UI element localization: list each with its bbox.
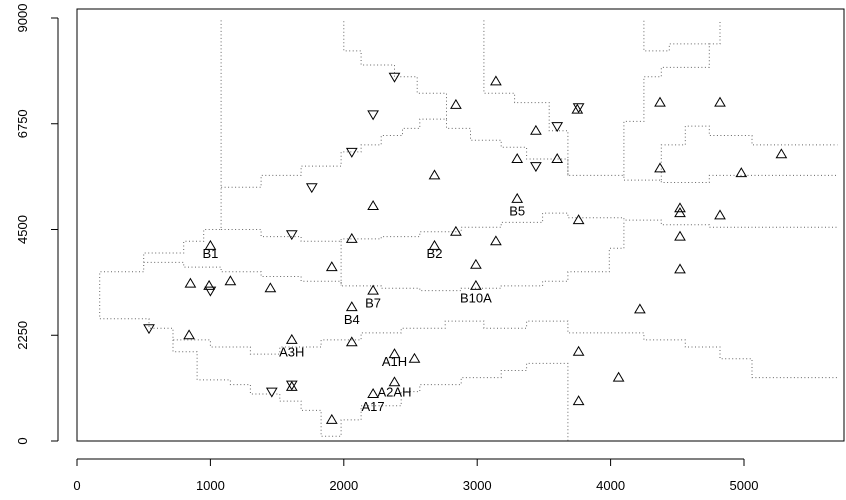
- boundary-line: [172, 339, 569, 441]
- y-tick-label: 2250: [15, 321, 30, 350]
- region-boundaries: [99, 20, 838, 441]
- y-tick-label: 9000: [15, 4, 30, 33]
- point-marker-up: [367, 388, 379, 398]
- point-marker-up: [511, 192, 524, 203]
- point-marker-up: [714, 96, 726, 107]
- point-marker-up: [490, 75, 502, 86]
- point-marker-up: [735, 167, 748, 178]
- point-marker-down: [551, 122, 564, 133]
- point-marker-up: [571, 103, 584, 114]
- point-marker-down: [285, 230, 298, 241]
- point-marker-up: [367, 284, 379, 295]
- point-marker-up: [388, 348, 401, 359]
- point-marker-up: [572, 214, 585, 225]
- point-marker-up: [184, 277, 197, 288]
- point-marker-down: [143, 324, 155, 335]
- boundary-line: [99, 20, 838, 379]
- point-marker-down: [367, 110, 379, 121]
- point-marker-up: [183, 329, 195, 340]
- boundary-line: [221, 118, 838, 188]
- point-marker-up: [674, 263, 686, 274]
- boundary-line: [623, 20, 721, 176]
- point-label: B7: [365, 295, 381, 310]
- boundary-line: [221, 212, 838, 242]
- point-marker-up: [345, 232, 358, 243]
- x-tick-label: 3000: [463, 478, 492, 493]
- plot-frame: [76, 8, 845, 442]
- boundary-line: [643, 20, 710, 52]
- point-marker-up: [470, 258, 482, 269]
- point-marker-up: [674, 230, 686, 241]
- point-marker-up: [572, 395, 585, 406]
- point-label: B4: [344, 312, 360, 327]
- point-marker-up: [612, 371, 625, 382]
- point-marker-down: [572, 103, 585, 114]
- y-tick-label: 4500: [15, 215, 30, 244]
- point-marker-up: [470, 279, 482, 290]
- x-tick-label: 4000: [596, 478, 625, 493]
- point-marker-up: [674, 207, 686, 218]
- point-marker-up: [264, 282, 277, 293]
- x-tick-label: 2000: [329, 478, 358, 493]
- y-tick-label: 0: [15, 437, 30, 444]
- y-tick-label: 6750: [15, 109, 30, 138]
- point-marker-up: [388, 376, 401, 387]
- point-marker-up: [345, 301, 358, 312]
- point-marker-down: [285, 380, 298, 391]
- point-marker-up: [428, 239, 441, 250]
- point-marker-up: [408, 352, 421, 363]
- point-marker-up: [490, 235, 502, 246]
- point-marker-up: [775, 148, 788, 159]
- point-marker-up: [203, 279, 215, 290]
- point-marker-up: [530, 124, 542, 135]
- point-marker-up: [325, 261, 338, 272]
- boundary-line: [343, 20, 447, 120]
- boundary-line: [483, 20, 569, 176]
- point-marker-up: [551, 153, 564, 163]
- y-axis: 0 2250 4500 6750 9000: [15, 4, 59, 445]
- point-marker-up: [204, 239, 217, 250]
- boundary-line: [660, 125, 838, 181]
- x-tick-label: 1000: [196, 478, 225, 493]
- point-label: A1H: [382, 354, 407, 369]
- point-label: A2AH: [378, 385, 412, 400]
- point-label: B10A: [460, 291, 492, 306]
- point-marker-up: [224, 275, 237, 286]
- point-marker-down: [530, 162, 542, 173]
- point-marker-up: [450, 98, 462, 109]
- point-label: B2: [427, 246, 443, 261]
- x-tick-label: 5000: [730, 478, 759, 493]
- point-label: B1: [202, 246, 218, 261]
- point-label: A17: [362, 399, 385, 414]
- data-points: [143, 72, 788, 424]
- point-marker-up: [572, 345, 585, 356]
- x-axis: 0 1000 2000 3000 4000 5000: [73, 458, 759, 493]
- point-marker-down: [388, 72, 401, 83]
- point-label: A3H: [279, 345, 304, 360]
- x-tick-label: 0: [73, 478, 80, 493]
- point-marker-down: [265, 387, 278, 398]
- point-marker-down: [204, 286, 217, 297]
- point-label: B5: [509, 204, 525, 219]
- point-marker-up: [325, 413, 338, 424]
- point-marker-up: [367, 200, 379, 210]
- point-marker-up: [654, 96, 666, 107]
- point-marker-up: [285, 333, 298, 344]
- point-marker-down: [345, 147, 358, 158]
- point-marker-up: [428, 169, 441, 180]
- point-marker-up: [634, 303, 646, 314]
- boundary-line: [143, 261, 342, 286]
- point-marker-up: [654, 162, 666, 173]
- point-marker-up: [450, 225, 462, 236]
- point-marker-up: [674, 202, 686, 213]
- point-marker-up: [511, 153, 524, 163]
- point-marker-up: [714, 209, 726, 220]
- point-marker-down: [305, 183, 318, 194]
- point-marker-up: [345, 336, 358, 347]
- boundary-line: [340, 220, 625, 292]
